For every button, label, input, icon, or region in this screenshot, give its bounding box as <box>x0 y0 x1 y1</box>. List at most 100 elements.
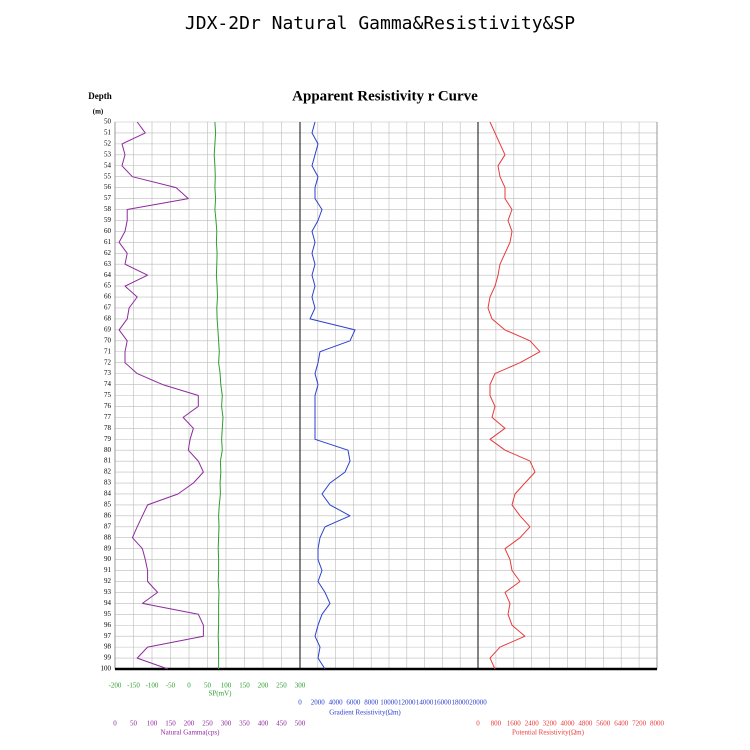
depth-tick-label: 92 <box>104 577 112 585</box>
depth-tick-label: 51 <box>104 129 112 137</box>
depth-tick-label: 93 <box>104 588 112 596</box>
depth-tick-label: 55 <box>104 172 112 180</box>
axis-title: Natural Gamma(cps) <box>161 729 221 737</box>
x-tick-label: 300 <box>295 682 306 690</box>
x-tick-label: 3200 <box>543 720 558 728</box>
depth-tick-label: 66 <box>104 293 112 301</box>
x-tick-label: 8000 <box>364 699 379 707</box>
x-tick-label: 100 <box>147 720 158 728</box>
x-tick-label: 400 <box>258 720 269 728</box>
depth-tick-label: 65 <box>104 282 112 290</box>
depth-tick-label: 68 <box>104 315 112 323</box>
depth-tick-label: 56 <box>104 183 112 191</box>
depth-tick-label: 61 <box>104 238 112 246</box>
axis-title: SP(mV) <box>209 690 233 698</box>
depth-tick-label: 97 <box>104 632 112 640</box>
depth-tick-label: 94 <box>104 599 112 607</box>
depth-tick-label: 82 <box>104 468 112 476</box>
x-tick-label: 18000 <box>451 699 469 707</box>
x-tick-label: 6400 <box>614 720 629 728</box>
x-tick-label: 0 <box>298 699 302 707</box>
depth-tick-label: 77 <box>104 413 112 421</box>
x-tick-label: 250 <box>276 682 287 690</box>
depth-tick-label: 87 <box>104 522 112 530</box>
log-curve <box>118 121 204 670</box>
depth-tick-label: 73 <box>104 369 112 377</box>
depth-tick-label: 69 <box>104 325 112 333</box>
log-curve <box>213 121 224 669</box>
depth-tick-label: 71 <box>104 347 112 355</box>
x-tick-label: -100 <box>146 682 159 690</box>
x-tick-label: 0 <box>187 682 191 690</box>
depth-tick-label: 80 <box>104 446 112 454</box>
depth-tick-label: 99 <box>104 654 112 662</box>
depth-tick-label: 96 <box>104 621 112 629</box>
depth-tick-label: 74 <box>104 380 112 388</box>
x-tick-label: 500 <box>295 720 306 728</box>
x-tick-label: 12000 <box>398 699 416 707</box>
depth-tick-label: 64 <box>104 271 112 279</box>
depth-tick-label: 76 <box>104 402 112 410</box>
chart-title: JDX-2Dr Natural Gamma&Resistivity&SP <box>185 13 575 34</box>
depth-tick-label: 83 <box>104 479 112 487</box>
chart-subtitle: Apparent Resistivity r Curve <box>292 88 478 104</box>
depth-tick-label: 60 <box>104 227 112 235</box>
depth-tick-label: 50 <box>104 118 112 126</box>
x-tick-label: 6000 <box>346 699 361 707</box>
depth-label: Depth <box>88 91 112 101</box>
x-tick-label: 10000 <box>380 699 398 707</box>
x-tick-label: 16000 <box>434 699 452 707</box>
x-tick-label: 50 <box>130 720 138 728</box>
depth-tick-label: 86 <box>104 511 112 519</box>
x-tick-label: 150 <box>239 682 250 690</box>
depth-tick-label: 91 <box>104 566 112 574</box>
depth-tick-label: 53 <box>104 150 112 158</box>
x-tick-label: 450 <box>276 720 287 728</box>
depth-tick-label: 67 <box>104 304 112 312</box>
depth-unit: (m) <box>93 108 104 116</box>
depth-tick-label: 59 <box>104 216 112 224</box>
axis-title: Potential Resistivity(Ωm) <box>512 729 585 737</box>
depth-tick-label: 95 <box>104 610 112 618</box>
x-tick-label: 8000 <box>650 720 665 728</box>
x-tick-label: 7200 <box>632 720 647 728</box>
x-tick-label: 100 <box>221 682 232 690</box>
x-tick-label: 4800 <box>578 720 593 728</box>
depth-tick-label: 90 <box>104 555 112 563</box>
x-tick-label: 14000 <box>416 699 434 707</box>
depth-tick-label: 100 <box>101 665 112 673</box>
log-curve <box>309 121 356 670</box>
x-tick-label: 4000 <box>561 720 576 728</box>
x-tick-label: 800 <box>491 720 502 728</box>
x-tick-label: -150 <box>127 682 140 690</box>
depth-tick-label: 89 <box>104 544 112 552</box>
x-tick-label: 2000 <box>311 699 326 707</box>
depth-tick-label: 79 <box>104 435 112 443</box>
x-tick-label: 1600 <box>507 720 522 728</box>
axis-title: Gradient Resistivity(Ωm) <box>329 709 401 717</box>
x-tick-label: 150 <box>165 720 176 728</box>
log-curve <box>487 121 541 670</box>
x-tick-label: -50 <box>166 682 176 690</box>
depth-tick-label: 58 <box>104 205 112 213</box>
depth-tick-label: 57 <box>104 194 112 202</box>
depth-tick-label: 88 <box>104 533 112 541</box>
x-tick-label: 200 <box>184 720 195 728</box>
x-tick-label: -200 <box>109 682 122 690</box>
depth-tick-label: 81 <box>104 457 112 465</box>
x-tick-label: 250 <box>202 720 213 728</box>
x-tick-label: 20000 <box>469 699 487 707</box>
x-tick-label: 50 <box>204 682 212 690</box>
depth-tick-label: 70 <box>104 336 112 344</box>
x-tick-label: 0 <box>113 720 117 728</box>
depth-tick-label: 72 <box>104 358 112 366</box>
depth-tick-label: 52 <box>104 139 112 147</box>
x-tick-label: 2400 <box>525 720 540 728</box>
depth-tick-label: 75 <box>104 391 112 399</box>
depth-tick-label: 63 <box>104 260 112 268</box>
depth-tick-label: 78 <box>104 424 112 432</box>
x-tick-label: 4000 <box>329 699 344 707</box>
x-tick-label: 350 <box>239 720 250 728</box>
x-tick-label: 200 <box>258 682 269 690</box>
